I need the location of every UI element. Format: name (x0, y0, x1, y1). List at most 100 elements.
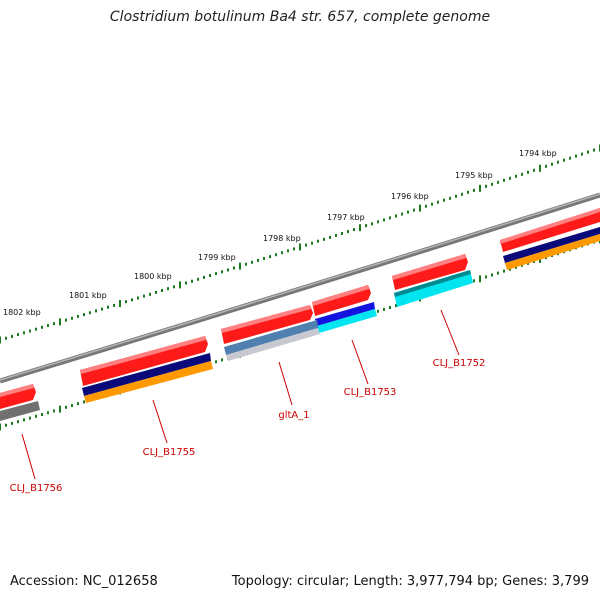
outer-scale-tick (29, 329, 31, 333)
gene-label-glta-1: gltA_1 (278, 410, 309, 421)
outer-scale-tick (545, 164, 547, 168)
outer-scale-tick (557, 160, 559, 164)
scale-label-1799: 1799 kbp (198, 253, 236, 262)
outer-scale-tick (431, 202, 433, 206)
outer-scale-tick (407, 210, 409, 214)
gene-label-clj-b1752: CLJ_B1752 (433, 358, 486, 369)
outer-scale-tick (227, 268, 229, 272)
scale-label-1795: 1795 kbp (455, 171, 493, 180)
inner-scale-tick (23, 418, 25, 422)
outer-scale-tick (461, 192, 463, 196)
outer-scale-tick (497, 180, 499, 184)
leader-clj-b1756 (21, 433, 36, 480)
inner-scale-tick (77, 402, 79, 406)
outer-scale-tick (413, 208, 415, 212)
outer-scale-tick (263, 257, 265, 260)
outer-scale-tick (563, 158, 565, 162)
outer-scale-tick (53, 322, 55, 326)
genome-summary-text: Topology: circular; Length: 3,977,794 bp… (231, 574, 589, 589)
outer-scale-tick (587, 150, 589, 154)
outer-scale-tick (353, 228, 355, 232)
inner-scale-tick (47, 411, 49, 415)
inner-scale-tick (11, 421, 13, 425)
outer-scale-tick (167, 287, 169, 291)
outer-scale-tick (221, 270, 223, 274)
map-title: Clostridium botulinum Ba4 str. 657, comp… (109, 9, 491, 25)
outer-scale-tick (491, 182, 493, 186)
outer-scale-tick (65, 318, 67, 322)
inner-scale-tick (473, 279, 475, 283)
outer-scale-tick (365, 224, 367, 228)
outer-scale-tick (209, 274, 211, 277)
outer-scale-tick (473, 188, 475, 192)
outer-scale-tick (77, 314, 79, 318)
outer-scale-tick (341, 232, 343, 235)
inner-scale-tick (59, 405, 61, 413)
inner-scale-tick (515, 265, 517, 269)
inner-scale-tick (65, 405, 67, 409)
inner-scale-tick (503, 269, 505, 273)
outer-scale-tick (119, 300, 121, 307)
outer-scale-tick (185, 281, 187, 285)
outer-scale-tick (47, 324, 49, 327)
outer-scale-tick (41, 325, 43, 329)
scale-label-1794: 1794 kbp (519, 149, 557, 158)
leader-clj-b1753 (351, 339, 369, 385)
inner-scale-tick (485, 275, 487, 279)
outer-scale-tick (251, 260, 253, 264)
outer-scale-tick (395, 214, 397, 218)
outer-scale-tick (479, 184, 481, 192)
outer-scale-tick (509, 176, 511, 180)
outer-scale-tick (17, 333, 19, 337)
outer-scale-tick (419, 204, 421, 212)
outer-scale-tick (467, 190, 469, 194)
outer-scale-tick (533, 168, 535, 172)
inner-scale-tick (0, 423, 1, 431)
outer-scale-tick (5, 336, 7, 340)
scale-label-1802: 1802 kbp (3, 308, 41, 317)
outer-scale-tick (257, 258, 259, 262)
outer-scale-tick (0, 336, 1, 344)
outer-scale-tick (179, 281, 181, 289)
outer-scale-tick (455, 194, 457, 198)
outer-scale-tick (581, 152, 583, 156)
outer-scale-tick (311, 241, 313, 245)
outer-scale-tick (83, 313, 85, 317)
outer-scale-tick (287, 249, 289, 253)
scale-label-1801: 1801 kbp (69, 291, 107, 300)
outer-scale-tick (107, 305, 109, 309)
outer-scale-tick (485, 184, 487, 188)
feature-glta-1 (221, 305, 320, 361)
outer-scale-tick (575, 154, 577, 158)
scale-label-1800: 1800 kbp (134, 272, 172, 281)
scale-label-1798: 1798 kbp (263, 234, 301, 243)
feature-clj-b1756 (0, 384, 40, 421)
outer-scale-tick (95, 309, 97, 313)
outer-scale-tick (359, 224, 361, 232)
outer-scale-tick (377, 220, 379, 224)
outer-scale-tick (71, 316, 73, 320)
inner-scale-tick (491, 273, 493, 277)
outer-scale-tick (527, 170, 529, 174)
outer-scale-tick (551, 162, 553, 166)
inner-scale-tick (509, 267, 511, 271)
outer-scale-tick (503, 178, 505, 182)
feature-clj-b1753 (312, 285, 377, 333)
feature-right-edge (500, 208, 600, 270)
outer-scale-tick (191, 279, 193, 283)
inner-scale-tick (53, 409, 55, 413)
outer-scale-tick (515, 174, 517, 178)
outer-scale-tick (437, 200, 439, 204)
outer-scale-tick (137, 296, 139, 300)
inner-scale-tick (377, 309, 379, 313)
outer-scale-tick (335, 233, 337, 237)
inner-scale-tick (383, 307, 385, 311)
outer-scale-tick (239, 262, 241, 270)
feature-clj-b1752 (392, 254, 473, 307)
outer-scale-tick (215, 272, 217, 276)
inner-scale-tick (35, 414, 37, 418)
outer-scale-tick (245, 262, 247, 266)
outer-scale-tick (89, 311, 91, 315)
outer-scale-tick (317, 239, 319, 243)
